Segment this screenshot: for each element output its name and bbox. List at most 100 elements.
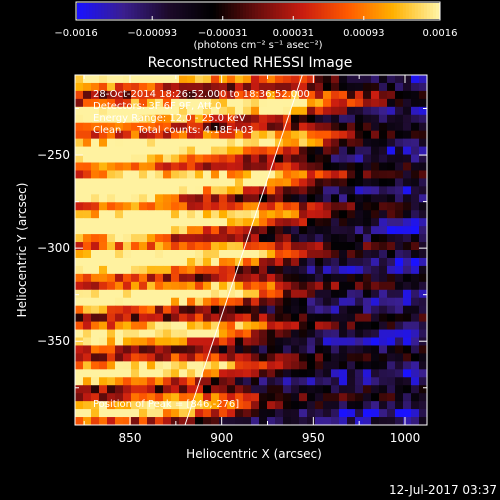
heatmap-cell <box>275 361 284 370</box>
heatmap-cell <box>203 106 212 116</box>
heatmap-cell <box>187 409 196 418</box>
heatmap-cell <box>339 305 348 315</box>
heatmap-cell <box>339 313 348 323</box>
colorbar-tick-label: 0.00093 <box>343 28 384 39</box>
heatmap-cell <box>171 186 180 195</box>
heatmap-cell <box>331 210 340 219</box>
heatmap-cell <box>107 162 116 171</box>
heatmap-cell <box>395 369 404 378</box>
heatmap-cell <box>275 305 284 315</box>
heatmap-cell <box>155 369 164 378</box>
heatmap-cell <box>371 162 380 171</box>
heatmap-cell <box>411 321 420 331</box>
heatmap-cell <box>155 321 164 331</box>
heatmap-cell <box>171 377 180 386</box>
heatmap-cell <box>115 281 124 291</box>
heatmap-cell <box>387 154 396 163</box>
heatmap-cell <box>147 98 156 108</box>
colorbar-cell <box>110 3 114 19</box>
heatmap-cell <box>331 114 340 124</box>
heatmap-cell <box>147 234 156 243</box>
heatmap-cell <box>243 401 252 410</box>
heatmap-cell <box>179 250 188 259</box>
colorbar-cell <box>300 3 304 19</box>
heatmap-cell <box>387 75 396 84</box>
heatmap-cell <box>107 210 116 219</box>
heatmap-cell <box>211 90 220 100</box>
colorbar-cell <box>197 3 202 19</box>
heatmap-cell <box>235 138 244 148</box>
heatmap-cell <box>155 234 164 243</box>
heatmap-cell <box>267 353 276 362</box>
heatmap-cell <box>187 273 196 283</box>
heatmap-cell <box>275 345 284 354</box>
heatmap-cell <box>379 313 388 323</box>
heatmap-cell <box>267 218 276 227</box>
heatmap-cell <box>179 242 188 251</box>
heatmap-cell <box>363 337 372 346</box>
heatmap-cell <box>331 385 340 394</box>
heatmap-cell <box>163 186 172 195</box>
heatmap-cell <box>123 273 132 283</box>
heatmap-cell <box>235 297 244 307</box>
colorbar-cell <box>339 3 344 19</box>
heatmap-cell <box>115 162 124 171</box>
heatmap-cell <box>267 345 276 354</box>
heatmap-cell <box>147 265 156 275</box>
heatmap-cell <box>323 226 332 235</box>
heatmap-cell <box>243 178 252 187</box>
heatmap-cell <box>363 234 372 243</box>
heatmap-cell <box>211 305 220 315</box>
heatmap-cell <box>395 178 404 187</box>
heatmap-cell <box>203 234 212 243</box>
heatmap-cell <box>339 377 348 386</box>
heatmap-cell <box>195 122 204 132</box>
heatmap-cell <box>323 138 332 148</box>
heatmap-cell <box>395 130 404 140</box>
heatmap-cell <box>371 297 380 307</box>
heatmap-cell <box>339 401 348 410</box>
heatmap-cell <box>299 401 308 410</box>
heatmap-cell <box>403 297 412 307</box>
heatmap-cell <box>323 162 332 171</box>
heatmap-cell <box>419 234 428 243</box>
heatmap-cell <box>115 345 124 354</box>
heatmap-cell <box>203 75 212 84</box>
heatmap-cell <box>123 409 132 418</box>
heatmap-cell <box>243 210 252 219</box>
heatmap-cell <box>331 401 340 410</box>
heatmap-cell <box>307 82 316 92</box>
heatmap-cell <box>187 186 196 195</box>
heatmap-cell <box>131 265 140 275</box>
heatmap-cell <box>171 202 180 211</box>
heatmap-cell <box>203 186 212 195</box>
heatmap-cell <box>91 385 100 394</box>
heatmap-cell <box>307 353 316 362</box>
heatmap-cell <box>115 289 124 299</box>
heatmap-cell <box>75 138 84 148</box>
colorbar-cell <box>333 3 338 19</box>
heatmap-cell <box>379 90 388 100</box>
heatmap-cell <box>251 90 260 100</box>
heatmap-cell <box>203 210 212 219</box>
heatmap-cell <box>395 114 404 124</box>
heatmap-cell <box>131 90 140 100</box>
heatmap-cell <box>187 281 196 291</box>
heatmap-cell <box>187 82 196 92</box>
heatmap-cell <box>91 114 100 124</box>
heatmap-cell <box>267 305 276 315</box>
heatmap-cell <box>371 202 380 211</box>
heatmap-cell <box>339 353 348 362</box>
heatmap-cell <box>147 393 156 402</box>
heatmap-cell <box>83 114 92 124</box>
heatmap-cell <box>123 321 132 331</box>
heatmap-cell <box>123 106 132 116</box>
heatmap-cell <box>131 186 140 195</box>
heatmap-cell <box>179 297 188 307</box>
heatmap-cell <box>403 265 412 275</box>
heatmap-cell <box>211 281 220 291</box>
heatmap-cell <box>395 289 404 299</box>
heatmap-cell <box>219 417 228 426</box>
heatmap-cell <box>347 138 356 148</box>
heatmap-cell <box>187 218 196 227</box>
